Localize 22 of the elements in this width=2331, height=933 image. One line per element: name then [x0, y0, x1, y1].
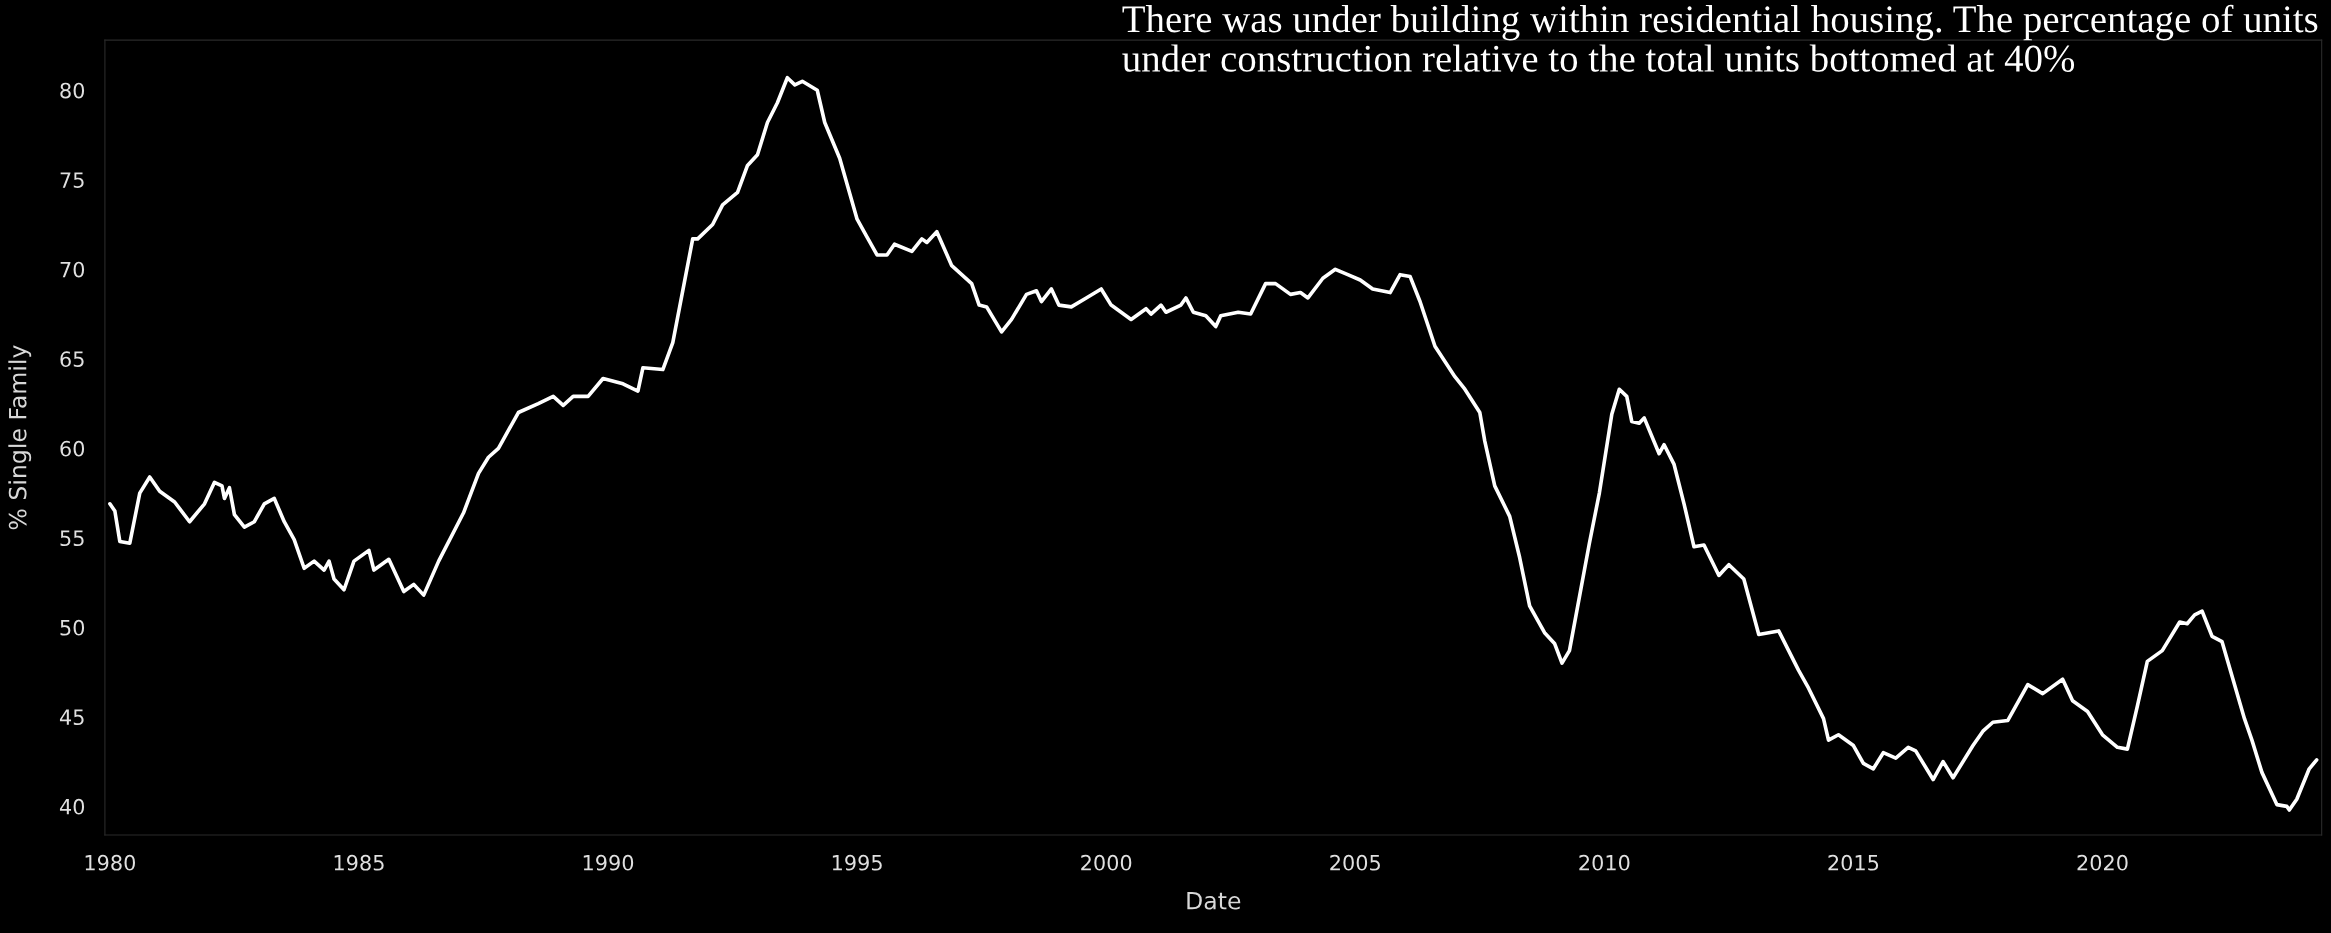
- x-tick-label: 2010: [1579, 854, 1630, 871]
- y-tick-label: 70: [60, 261, 85, 278]
- y-tick-label: 65: [60, 351, 84, 368]
- y-tick-label: 45: [59, 709, 84, 726]
- x-tick-label: 2015: [1828, 854, 1879, 871]
- annotation: There was under building within residential housing. The percentage of units under construction relative to the total units bottomed at 40%: [1122, 4, 2318, 72]
- y-tick-label: 80: [60, 82, 85, 99]
- y-tick-label: 75: [60, 172, 84, 188]
- x-tick-label: 1995: [832, 854, 882, 871]
- line-series: [108, 75, 2319, 812]
- y-tick-label: 50: [60, 619, 85, 636]
- y-tick-label: 40: [59, 798, 85, 815]
- y-tick-label: 60: [60, 440, 85, 457]
- y-tick-label: 55: [60, 530, 84, 547]
- x-tick-label: 1985: [334, 854, 384, 871]
- x-axis-title: Date: [1187, 892, 1241, 910]
- x-tick-label: 2000: [1081, 854, 1132, 871]
- x-tick-label: 1990: [583, 854, 634, 871]
- y-axis-title: % Single Family: [8, 345, 32, 530]
- x-tick-label: 1980: [85, 854, 135, 871]
- x-tick-label: 2005: [1330, 854, 1380, 871]
- x-tick-label: 2020: [2077, 854, 2128, 871]
